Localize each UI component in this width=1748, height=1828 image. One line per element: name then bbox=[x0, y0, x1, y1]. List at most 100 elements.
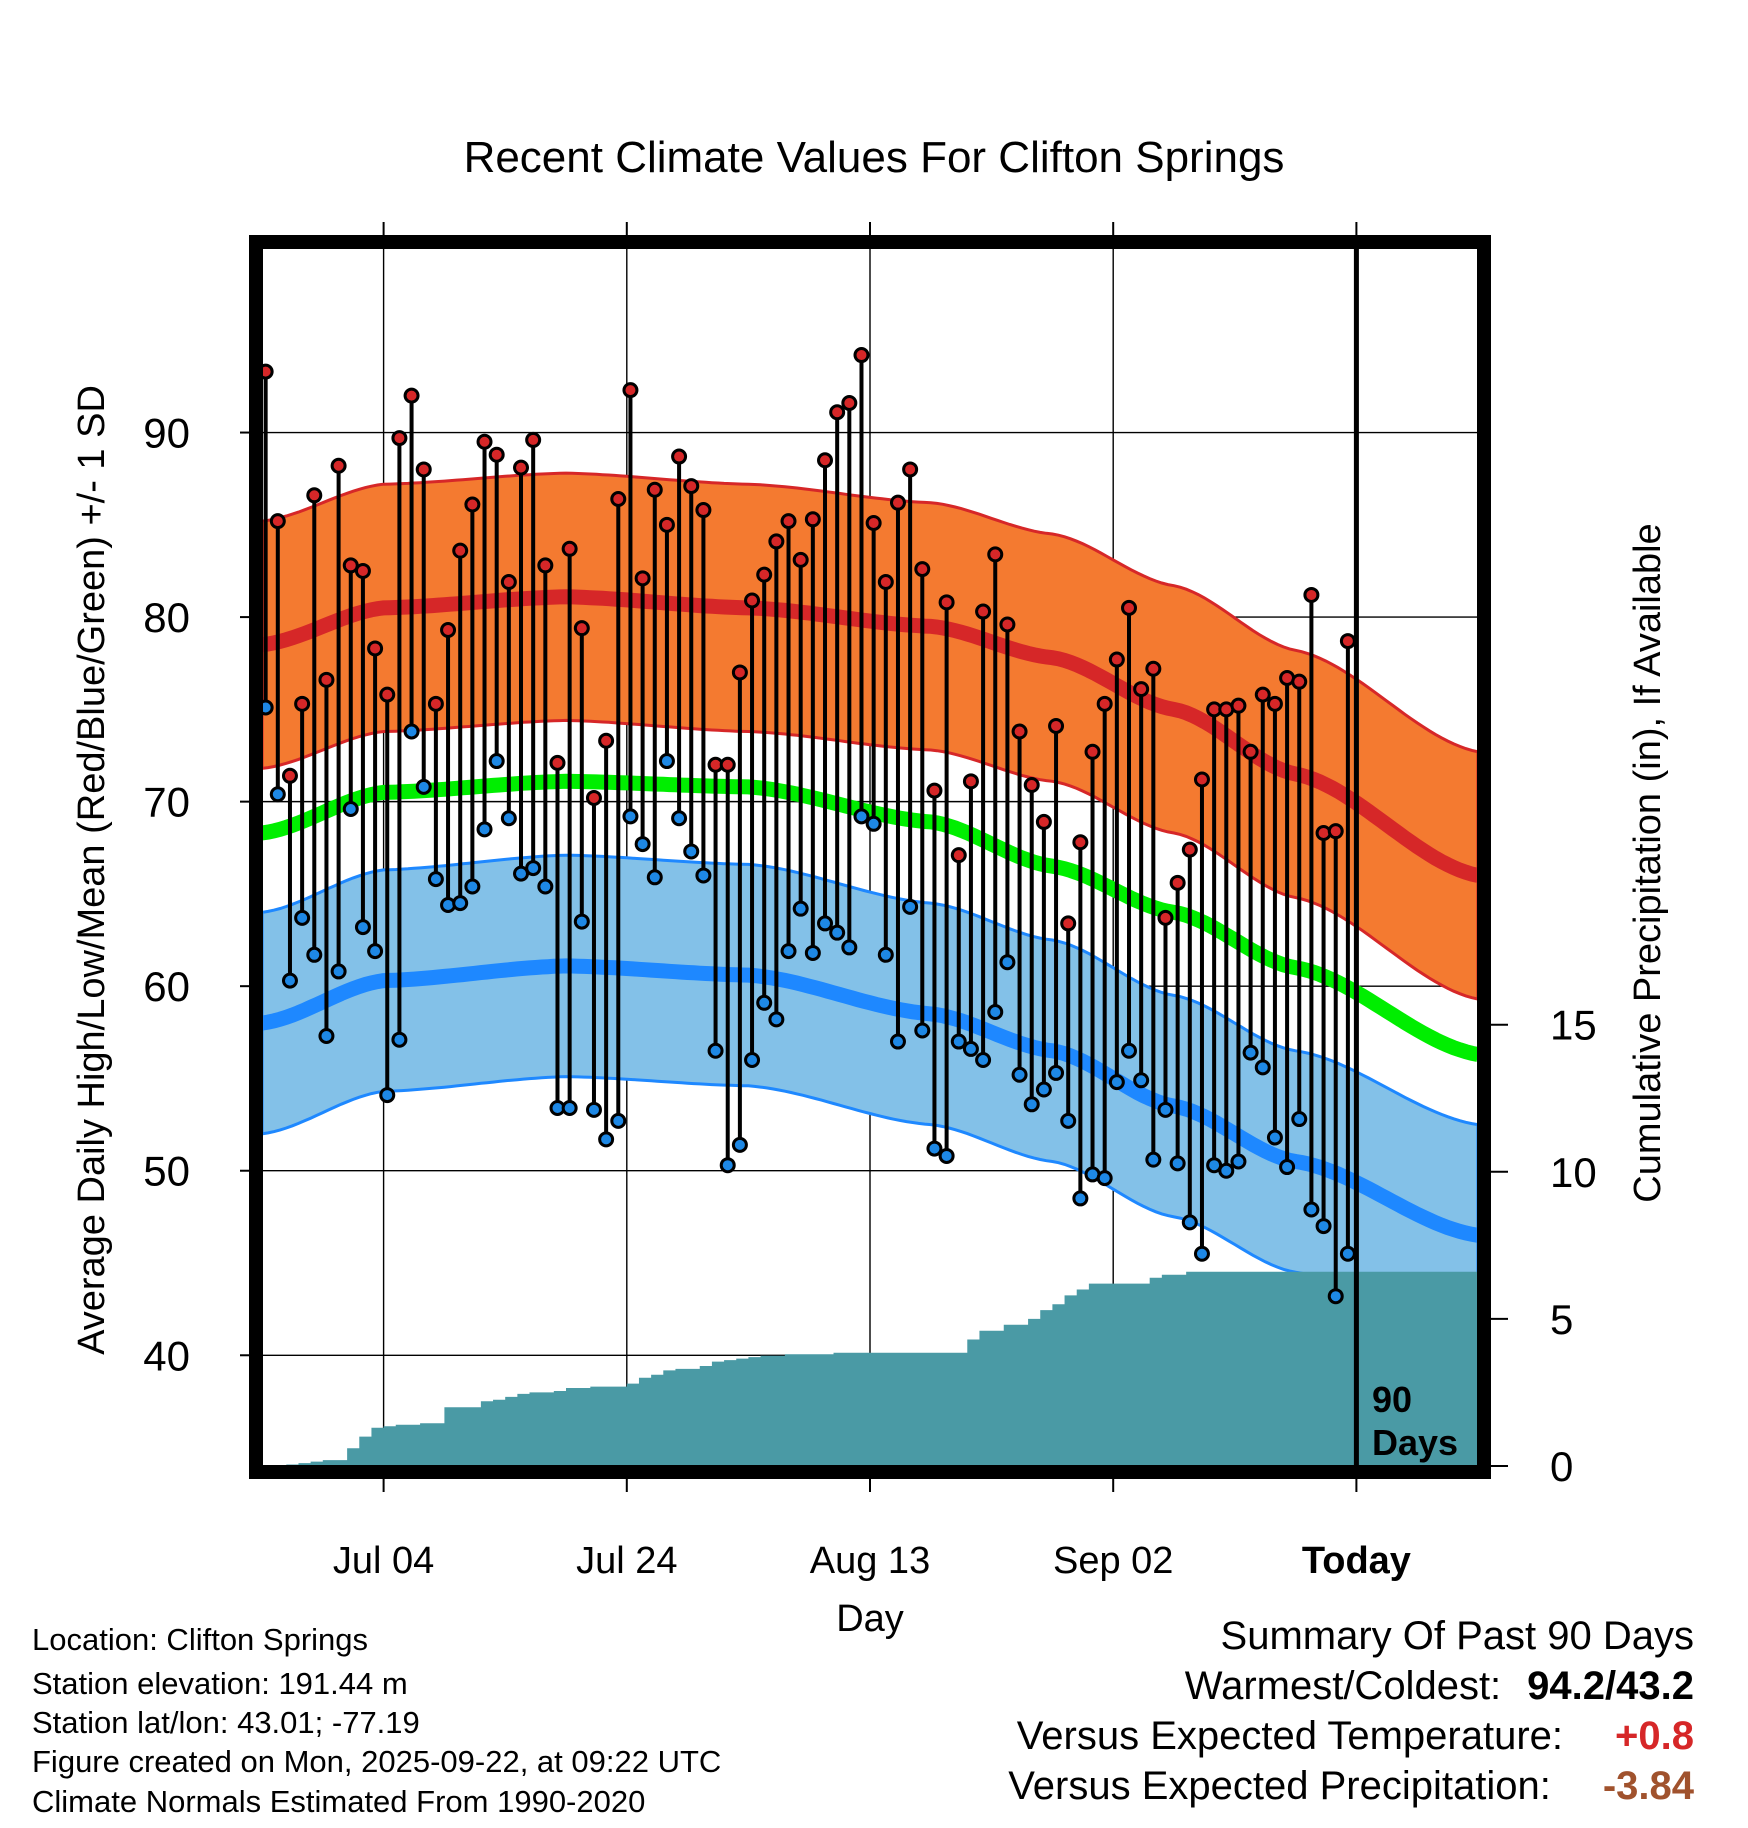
daily-low-point bbox=[962, 1040, 979, 1057]
daily-high-point bbox=[683, 478, 700, 495]
daily-high-point bbox=[853, 347, 870, 364]
daily-low-point bbox=[1108, 1074, 1125, 1091]
daily-high-point bbox=[1291, 673, 1308, 690]
y-axis-label: Average Daily High/Low/Mean (Red/Blue/Gr… bbox=[71, 385, 113, 1355]
temp-label: Versus Expected Temperature: bbox=[1016, 1714, 1564, 1758]
daily-low-point bbox=[622, 808, 639, 825]
daily-low-point bbox=[756, 994, 773, 1011]
daily-low-point bbox=[1096, 1170, 1113, 1187]
daily-high-point bbox=[731, 664, 748, 681]
daily-high-point bbox=[1048, 717, 1065, 734]
daily-low-point bbox=[780, 943, 797, 960]
daily-high-point bbox=[1133, 681, 1150, 698]
daily-low-point bbox=[914, 1022, 931, 1039]
daily-low-point bbox=[488, 753, 505, 770]
daily-low-point bbox=[1060, 1112, 1077, 1129]
daily-low-point bbox=[658, 753, 675, 770]
daily-high-point bbox=[525, 431, 542, 448]
daily-low-point bbox=[695, 867, 712, 884]
daily-low-point bbox=[1169, 1155, 1186, 1172]
y2-tick-label: 0 bbox=[1550, 1443, 1573, 1490]
x-axis-label: Day bbox=[836, 1598, 904, 1640]
daily-high-point bbox=[962, 773, 979, 790]
daily-low-point bbox=[476, 821, 493, 838]
daily-high-point bbox=[500, 574, 517, 591]
x-tick-label: Today bbox=[1302, 1540, 1411, 1582]
daily-low-point bbox=[671, 810, 688, 827]
daily-high-point bbox=[1230, 697, 1247, 714]
today-label-days: 90 bbox=[1372, 1379, 1412, 1420]
station-elevation: Station elevation: 191.44 m bbox=[32, 1666, 408, 1701]
y2-tick-label: 15 bbox=[1550, 1002, 1597, 1049]
daily-low-point bbox=[1193, 1245, 1210, 1262]
daily-low-point bbox=[1266, 1129, 1283, 1146]
precip-value: -3.84 bbox=[1602, 1764, 1694, 1808]
daily-low-point bbox=[1157, 1101, 1174, 1118]
daily-low-point bbox=[1230, 1153, 1247, 1170]
daily-high-point bbox=[719, 756, 736, 773]
daily-high-point bbox=[537, 557, 554, 574]
daily-high-point bbox=[403, 387, 420, 404]
daily-low-point bbox=[1133, 1072, 1150, 1089]
daily-high-point bbox=[938, 594, 955, 611]
daily-high-point bbox=[999, 616, 1016, 633]
daily-high-point bbox=[622, 382, 639, 399]
daily-high-point bbox=[1157, 909, 1174, 926]
daily-high-point bbox=[817, 452, 834, 469]
daily-high-point bbox=[646, 481, 663, 498]
daily-high-point bbox=[476, 433, 493, 450]
daily-low-point bbox=[999, 954, 1016, 971]
daily-high-point bbox=[1035, 813, 1052, 830]
daily-high-point bbox=[573, 620, 590, 637]
warmest-label: Warmest/Coldest: bbox=[1184, 1664, 1502, 1708]
station-latlon: Station lat/lon: 43.01; -77.19 bbox=[32, 1705, 420, 1740]
daily-high-point bbox=[391, 430, 408, 447]
daily-low-point bbox=[391, 1031, 408, 1048]
daily-low-point bbox=[561, 1099, 578, 1116]
low-sd-band bbox=[262, 853, 1478, 1348]
daily-low-point bbox=[354, 919, 371, 936]
daily-high-point bbox=[987, 546, 1004, 563]
daily-high-point bbox=[488, 446, 505, 463]
daily-low-point bbox=[1327, 1288, 1344, 1305]
summary-warmest-row: Warmest/Coldest: 94.2/43.2 bbox=[1185, 1664, 1694, 1709]
daily-low-point bbox=[938, 1147, 955, 1164]
daily-low-point bbox=[829, 924, 846, 941]
daily-low-point bbox=[731, 1136, 748, 1153]
warmest-value: 94.2/43.2 bbox=[1527, 1664, 1694, 1708]
daily-high-point bbox=[1023, 777, 1040, 794]
daily-high-point bbox=[1327, 823, 1344, 840]
daily-high-point bbox=[756, 566, 773, 583]
daily-high-point bbox=[804, 511, 821, 528]
daily-high-point bbox=[1060, 915, 1077, 932]
daily-low-point bbox=[403, 723, 420, 740]
daily-low-point bbox=[598, 1131, 615, 1148]
y-tick-label: 70 bbox=[143, 779, 190, 826]
figure-created: Figure created on Mon, 2025-09-22, at 09… bbox=[32, 1744, 722, 1779]
today-label-days-word: Days bbox=[1372, 1422, 1458, 1463]
daily-high-point bbox=[294, 695, 311, 712]
bands-group bbox=[262, 471, 1478, 1348]
daily-high-point bbox=[792, 551, 809, 568]
daily-high-point bbox=[889, 494, 906, 511]
daily-low-point bbox=[889, 1033, 906, 1050]
daily-high-point bbox=[975, 603, 992, 620]
daily-high-point bbox=[281, 767, 298, 784]
daily-low-point bbox=[367, 943, 384, 960]
daily-high-point bbox=[768, 533, 785, 550]
daily-low-point bbox=[269, 786, 286, 803]
station-location: Location: Clifton Springs bbox=[32, 1622, 369, 1657]
normal-low-line bbox=[262, 958, 1478, 1243]
daily-low-point bbox=[1145, 1151, 1162, 1168]
daily-high-point bbox=[1254, 686, 1271, 703]
daily-low-point bbox=[1315, 1218, 1332, 1235]
daily-high-point bbox=[1181, 841, 1198, 858]
daily-low-point bbox=[634, 836, 651, 853]
daily-low-point bbox=[281, 972, 298, 989]
daily-low-point bbox=[1011, 1066, 1028, 1083]
daily-low-point bbox=[877, 946, 894, 963]
plot-frame bbox=[249, 235, 1491, 1479]
daily-low-point bbox=[294, 909, 311, 926]
daily-high-point bbox=[513, 459, 530, 476]
daily-stems-group bbox=[257, 347, 1356, 1305]
